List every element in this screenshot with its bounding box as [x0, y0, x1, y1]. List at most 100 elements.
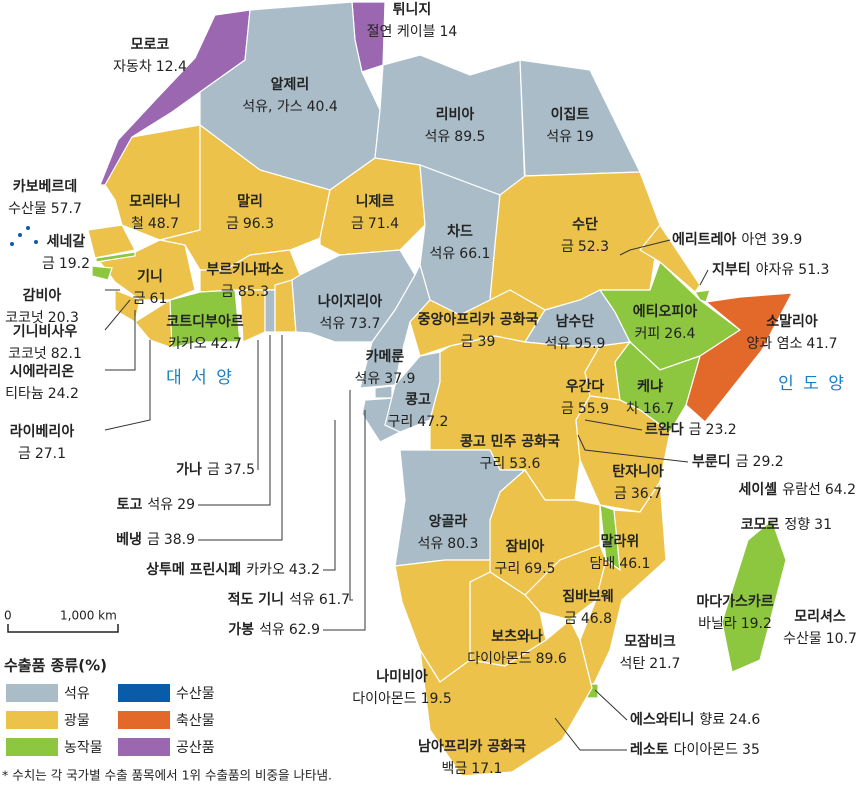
country-export: 철 48.7	[131, 216, 179, 232]
country-name: 짐바브웨	[562, 588, 614, 605]
export-share: 61	[150, 291, 168, 307]
country-name: 리비아	[436, 106, 475, 123]
country-export: 금 85.3	[221, 284, 269, 300]
export-product: 카카오	[168, 336, 207, 352]
export-product: 향료	[699, 712, 725, 728]
country-label: 기니비사우	[13, 324, 78, 340]
country-export: 금 46.8	[564, 611, 612, 627]
country-export: 다이아몬드 89.6	[467, 651, 567, 667]
leader-line	[323, 420, 336, 571]
export-product: 양과 염소	[746, 336, 802, 352]
country-export: 구리 53.6	[480, 456, 541, 472]
country-label: 마다가스카르	[696, 594, 773, 610]
country-shape	[91, 265, 113, 281]
legend-label: 농작물	[64, 740, 103, 756]
export-product: 금	[561, 239, 574, 255]
country-label: 말라위	[601, 534, 640, 550]
country-export: 석유 19	[546, 129, 594, 145]
country-label: 콩고	[405, 392, 431, 408]
country-name: 잠비아	[506, 538, 545, 555]
country-export: 금 55.9	[561, 401, 609, 417]
legend-swatch	[6, 738, 58, 756]
country-export: 바닐라 19.2	[698, 616, 772, 632]
export-product: 석유	[546, 129, 572, 145]
export-share: 96.3	[243, 216, 274, 232]
leader-line	[198, 335, 283, 541]
export-share: 51.3	[798, 262, 829, 278]
country-label: 우간다	[566, 378, 605, 395]
country-name: 케냐	[637, 379, 663, 395]
country-label: 튀니지	[393, 2, 432, 18]
country-label: 나미비아	[376, 668, 428, 685]
country-name: 카보베르데	[13, 179, 77, 195]
country-name: 적도 기니	[228, 591, 284, 608]
country-name: 에티오피아	[633, 303, 698, 320]
export-product: 금	[614, 486, 627, 502]
leader-line	[577, 434, 689, 463]
export-product: 담배	[590, 556, 616, 572]
export-share: 26.4	[664, 326, 695, 342]
country-label: 리비아	[436, 106, 475, 123]
export-share: 19	[576, 129, 594, 145]
export-share: 29	[177, 497, 195, 513]
country-export: 석유 66.1	[430, 246, 491, 262]
export-share: 39.9	[771, 232, 802, 248]
leader-line	[323, 410, 366, 631]
country-name: 모로코	[131, 37, 170, 53]
country-shape	[359, 263, 431, 389]
legend-swatch	[6, 711, 58, 729]
country-label: 라이베리아	[10, 423, 75, 440]
export-share: 61.7	[319, 592, 350, 608]
export-product: 유람선	[782, 482, 821, 498]
country-name: 남아프리카 공화국	[418, 738, 526, 755]
country-label: 짐바브웨	[562, 588, 614, 605]
country-shape	[639, 223, 701, 293]
island	[10, 242, 14, 246]
country-name: 레소토	[630, 742, 669, 758]
country-name: 세이셸	[739, 481, 778, 498]
country-label: 모리셔스	[794, 608, 846, 625]
country-label: 레소토 다이아몬드 35	[630, 742, 760, 758]
country-export: 금 27.1	[18, 446, 66, 462]
country-name: 코트디부아르	[166, 313, 243, 330]
leader-line	[699, 269, 709, 286]
country-name: 우간다	[566, 378, 605, 395]
export-product: 구리	[388, 414, 414, 430]
country-label: 카보베르데	[13, 179, 77, 195]
country-label: 가봉 석유 62.9	[228, 622, 320, 638]
country-shape	[98, 239, 196, 301]
country-name: 가나	[176, 462, 202, 478]
country-name: 말라위	[601, 534, 640, 550]
export-product: 금	[561, 401, 574, 417]
legend-label: 축산물	[176, 713, 215, 729]
export-product: 석유	[425, 129, 451, 145]
country-label: 중앙아프리카 공화국	[418, 311, 539, 328]
country-export: 금 19.2	[42, 256, 90, 272]
export-product: 카카오	[246, 562, 285, 578]
export-share: 66.1	[459, 246, 490, 262]
export-share: 47.2	[417, 414, 448, 430]
country-shape	[489, 171, 661, 311]
country-label: 모잠비크	[624, 633, 676, 650]
export-share: 21.7	[649, 656, 680, 672]
country-name: 콩고 민주 공화국	[460, 433, 560, 450]
country-label: 르완다 금 23.2	[645, 422, 737, 438]
country-export: 카카오 42.7	[168, 336, 242, 352]
country-export: 자동차 12.4	[113, 59, 187, 75]
country-name: 상투메 프린시페	[146, 561, 241, 578]
export-share: 82.1	[51, 346, 82, 362]
country-export: 석유, 가스 40.4	[242, 99, 338, 115]
export-share: 23.2	[706, 422, 737, 438]
country-shape	[579, 480, 667, 690]
country-name: 남수단	[556, 313, 595, 330]
export-product: 수산물	[8, 201, 47, 217]
country-label: 이집트	[551, 106, 590, 123]
country-name: 소말리아	[766, 313, 818, 330]
country-label: 잠비아	[506, 538, 545, 555]
country-label: 남수단	[556, 313, 595, 330]
export-share: 14	[440, 24, 458, 40]
country-name: 니제르	[356, 194, 395, 210]
country-label: 세이셸 유람선 64.2	[739, 481, 856, 498]
export-product: 차	[626, 401, 639, 417]
export-product: 다이아몬드	[352, 691, 417, 707]
